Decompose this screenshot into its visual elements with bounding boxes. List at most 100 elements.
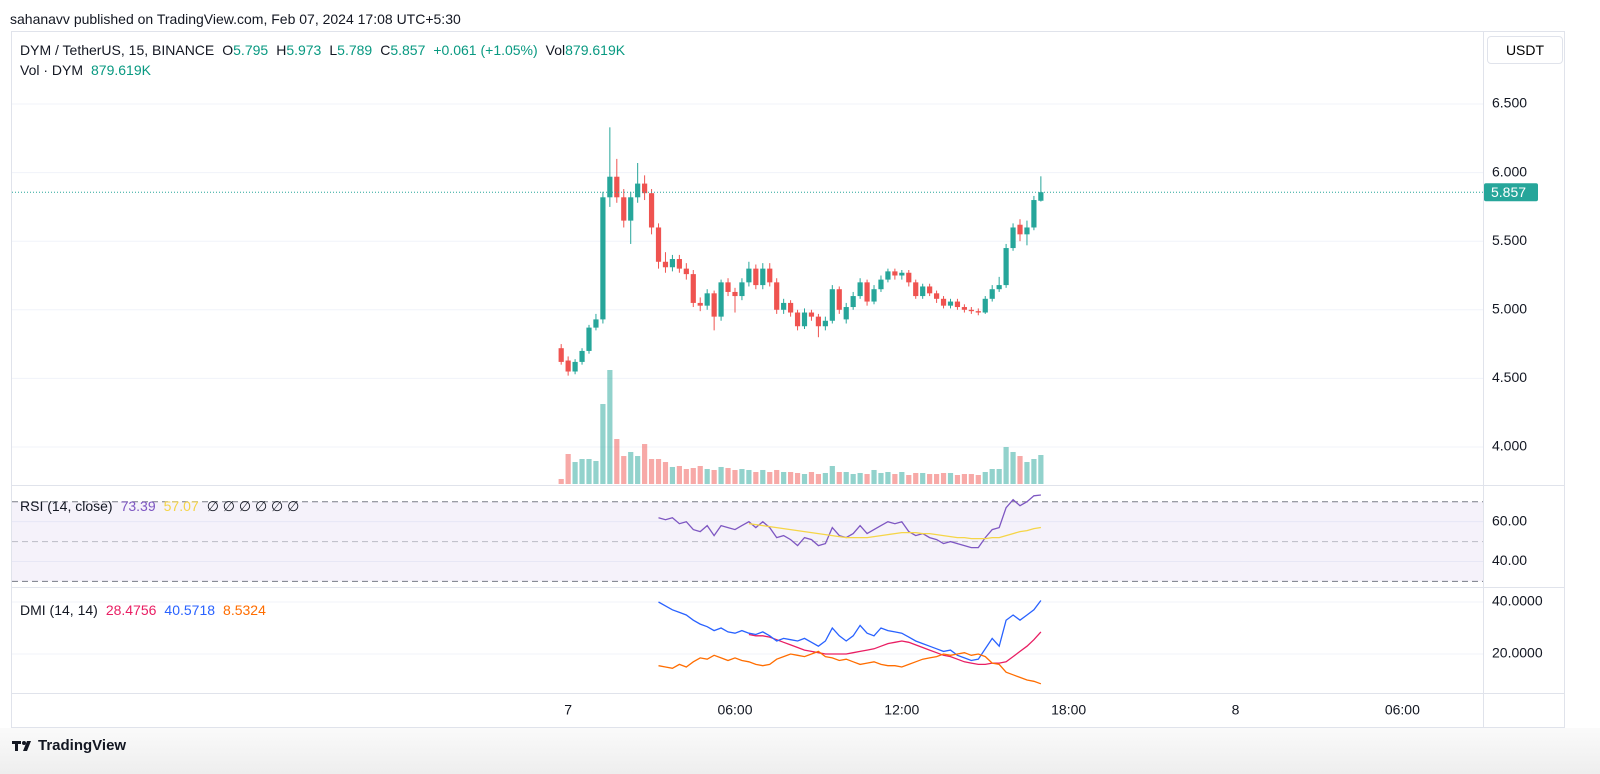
candle-body [892, 271, 898, 276]
currency-button[interactable]: USDT [1487, 36, 1563, 64]
y-tick-label: 40.0000 [1492, 593, 1543, 609]
candle-body [968, 309, 974, 312]
candle-body [725, 282, 731, 292]
candle-body [982, 298, 988, 313]
candle-body [885, 271, 891, 280]
volume-bar [593, 460, 599, 484]
candle-body [753, 268, 759, 286]
change: +0.061 (+1.05%) [433, 42, 538, 58]
last-price-label: 5.857 [1491, 184, 1526, 200]
candle-body [718, 282, 724, 317]
volume-label: Vol [545, 42, 566, 58]
volume-bar [669, 466, 676, 484]
candle-body [642, 183, 648, 194]
rsi-title: RSI (14, close) [20, 498, 113, 514]
volume-bar [607, 370, 613, 484]
candle-body [600, 197, 606, 320]
candle-body [940, 298, 947, 306]
volume-bar [989, 469, 995, 484]
volume-bar [558, 478, 564, 484]
volume-bar [975, 475, 981, 484]
candle-body [808, 312, 815, 317]
candle-body [704, 293, 710, 306]
volume-bar [920, 472, 926, 484]
series-line [658, 494, 1041, 549]
volume-bar [1010, 451, 1016, 484]
volume-value: 879.619K [91, 62, 151, 78]
volume-bar [662, 462, 669, 484]
dmi-plus-value: 40.5718 [164, 602, 216, 618]
volume-bar [947, 472, 954, 484]
volume-bar [808, 472, 815, 484]
candle-body [878, 279, 884, 290]
x-tick-label: 12:00 [884, 702, 919, 718]
brand: TradingView [38, 737, 127, 754]
rsi-na: ∅ ∅ ∅ ∅ ∅ ∅ [206, 498, 300, 514]
volume-bar [836, 472, 842, 484]
volume-bar [586, 459, 592, 484]
candle-body [1031, 200, 1037, 228]
dmi-minus-value: 8.5324 [223, 602, 266, 618]
chart-frame [11, 31, 1565, 728]
candle-body [871, 289, 877, 302]
candle-body [989, 289, 995, 299]
volume-title: Vol · DYM [20, 62, 84, 78]
volume-bar [913, 472, 919, 484]
candle-body [746, 268, 752, 283]
high-label: H [276, 42, 287, 58]
volume-bar [725, 468, 731, 484]
close-value: 5.857 [390, 42, 426, 58]
candle-body [676, 259, 682, 269]
volume-bar [621, 456, 627, 484]
candle-body [572, 361, 578, 372]
series-line [748, 631, 1042, 666]
y-tick-label: 40.00 [1492, 552, 1527, 568]
y-tick-label: 4.500 [1492, 369, 1527, 385]
x-tick-label: 7 [564, 702, 572, 718]
y-tick-label: 5.500 [1492, 232, 1527, 248]
dmi-adx-value: 28.4756 [105, 602, 157, 618]
candle-body [669, 259, 676, 268]
candle-body [586, 327, 592, 351]
candle-body [899, 272, 905, 276]
candle-body [829, 289, 835, 321]
candle-body [1003, 248, 1009, 286]
symbol: DYM / TetherUS, 15, BINANCE [20, 42, 215, 58]
candle-body [683, 268, 689, 275]
candle-body [933, 293, 940, 299]
last-price-box [1484, 183, 1538, 202]
candle-body [621, 197, 627, 221]
published-note: sahanavv published on TradingView.com, F… [10, 11, 461, 27]
candle-body [739, 282, 745, 297]
candle-body [628, 197, 634, 221]
volume-bar [954, 475, 961, 484]
candle-body [1038, 192, 1044, 201]
x-tick-label: 06:00 [717, 702, 752, 718]
volume-bar [704, 469, 710, 484]
candle-body [593, 319, 599, 328]
rsi-ma-value: 57.07 [163, 498, 199, 514]
candle-body [927, 286, 933, 294]
y-tick-label: 20.0000 [1492, 645, 1543, 661]
candle-body [1017, 224, 1023, 235]
volume-bar [690, 468, 696, 484]
volume-bar [711, 469, 717, 484]
volume-bar [927, 474, 933, 484]
symbol-legend: DYM / TetherUS, 15, BINANCE O 5.795 H 5.97… [20, 42, 625, 58]
candle-body [954, 301, 961, 308]
candle-body [690, 274, 696, 303]
volume-bar [996, 469, 1002, 484]
candle-body [788, 302, 794, 313]
volume-bar [1003, 447, 1009, 484]
volume-bar [940, 472, 947, 484]
volume-bar [843, 472, 849, 484]
candle-body [1024, 227, 1030, 235]
candle-body [864, 282, 870, 302]
volume-bar [1031, 459, 1037, 484]
candle-body [635, 183, 641, 198]
volume-bar [878, 472, 884, 484]
volume-bar [753, 472, 759, 484]
candle-body [760, 268, 766, 286]
candle-body [558, 348, 564, 362]
candle-body [794, 312, 801, 327]
